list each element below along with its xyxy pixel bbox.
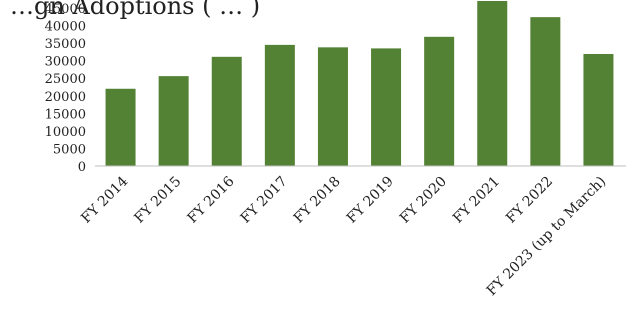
y-tick-label: 5000 [53,142,86,157]
y-tick-label: 0 [78,160,86,175]
y-axis-ticks: 0 5000 10000 15000 20000 25000 30000 35000 40000… [45,2,86,175]
x-axis-ticks: FY 2014 FY 2015 FY 2016 FY 2017 FY 2018 FY 20… [78,173,609,299]
chart-title: …gn Adoptions ( … ) [10,0,260,20]
y-tick-label: 35000 [45,37,86,52]
bar-fy-2023-up-to-march [583,54,614,167]
bar-fy-2016 [211,56,242,166]
bar-fy-2018 [317,47,348,167]
y-tick-label: 40000 [45,20,86,35]
y-tick-label: 15000 [45,107,86,122]
x-tick-label: FY 2016 [185,173,238,226]
x-tick-label: FY 2022 [503,174,556,227]
y-tick-label: 10000 [45,125,86,140]
bar-fy-2015 [158,76,189,166]
y-tick-label: 20000 [45,90,86,105]
x-tick-label: FY 2020 [397,174,450,227]
x-tick-label: FY 2017 [238,174,291,227]
bar-fy-2022 [530,17,561,166]
y-tick-label: 30000 [45,55,86,70]
x-tick-label: FY 2015 [131,174,184,227]
x-tick-label: FY 2019 [344,174,397,227]
x-tick-label: FY 2014 [78,173,131,226]
bar-fy-2021 [477,1,508,166]
y-tick-label: 25000 [45,72,86,87]
bar-fy-2020 [424,36,455,167]
bar-fy-2017 [264,44,295,166]
bar-fy-2014 [105,88,136,166]
x-tick-label: FY 2018 [291,174,344,227]
bar-fy-2019 [371,48,402,166]
bars [105,1,614,167]
y-tick-label: 45000 [45,2,86,17]
x-tick-label: FY 2021 [450,174,503,227]
